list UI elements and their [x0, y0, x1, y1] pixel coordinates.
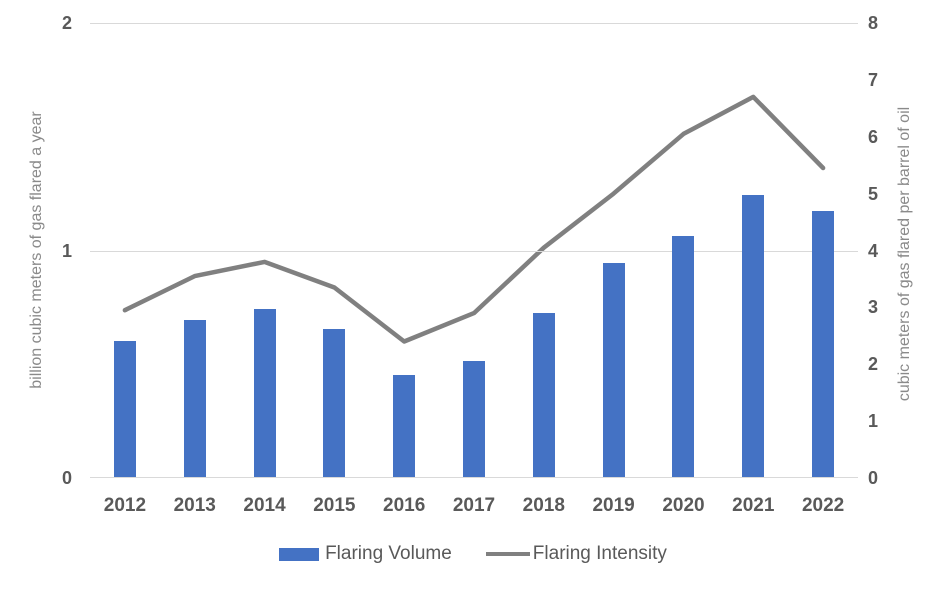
bar-2018	[532, 313, 555, 477]
x-label-2014: 2014	[243, 495, 286, 516]
right-tick-1: 1	[868, 411, 879, 432]
bar-2016	[393, 374, 416, 477]
x-label-2021: 2021	[732, 495, 775, 516]
right-tick-8: 8	[868, 13, 879, 33]
bar-2015	[323, 329, 346, 477]
bar-2021	[742, 194, 765, 477]
bar-2014	[253, 308, 276, 477]
x-label-2020: 2020	[662, 495, 705, 516]
x-label-2013: 2013	[173, 495, 216, 516]
legend-item-flaring-volume: Flaring Volume	[279, 543, 452, 565]
bar-2022	[812, 210, 835, 477]
bar-2012	[113, 340, 136, 477]
line-swatch-icon	[485, 552, 530, 556]
legend: Flaring Volume Flaring Intensity	[0, 543, 946, 565]
x-label-2017: 2017	[452, 495, 496, 516]
bar-2013	[183, 320, 206, 477]
legend-label-flaring-intensity: Flaring Intensity	[532, 543, 667, 564]
gridline-1	[90, 250, 858, 252]
x-axis-line	[90, 477, 858, 478]
x-label-2022: 2022	[801, 495, 845, 516]
left-tick-1: 1	[61, 240, 72, 261]
flaring-intensity-line	[122, 94, 826, 344]
bar-2019	[602, 263, 625, 477]
x-label-2016: 2016	[383, 495, 426, 516]
x-label-2015: 2015	[313, 495, 356, 516]
bar-swatch-icon	[279, 547, 320, 561]
right-tick-3: 3	[868, 297, 879, 318]
right-tick-2: 2	[868, 354, 879, 375]
gridline-2	[90, 23, 858, 24]
x-label-2012: 2012	[103, 495, 147, 516]
left-tick-2: 2	[61, 13, 72, 33]
bar-2017	[463, 360, 485, 477]
legend-item-flaring-intensity: Flaring Intensity	[485, 543, 667, 565]
right-tick-6: 6	[868, 126, 879, 147]
x-label-2019: 2019	[592, 495, 635, 516]
left-tick-0: 0	[61, 468, 72, 488]
right-tick-5: 5	[868, 183, 879, 204]
x-label-2018: 2018	[522, 495, 565, 516]
bar-2020	[672, 235, 695, 477]
right-tick-7: 7	[868, 69, 879, 90]
legend-label-flaring-volume: Flaring Volume	[325, 543, 452, 564]
plot-area	[90, 23, 858, 478]
right-tick-0: 0	[868, 468, 879, 488]
right-tick-4: 4	[868, 240, 879, 261]
